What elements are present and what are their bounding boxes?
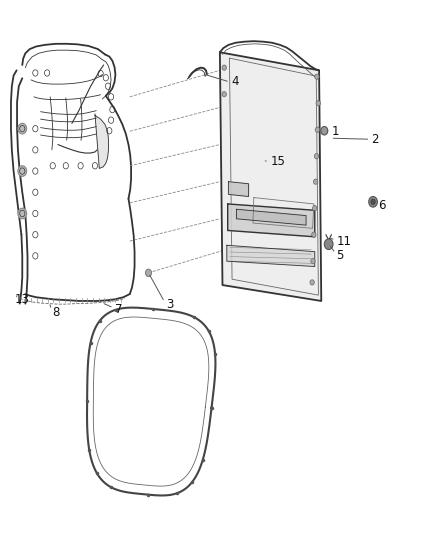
Circle shape <box>321 126 328 135</box>
Circle shape <box>313 206 317 211</box>
Circle shape <box>314 154 319 159</box>
Circle shape <box>312 232 316 237</box>
Text: 5: 5 <box>336 249 344 262</box>
Circle shape <box>18 208 27 219</box>
Text: 2: 2 <box>371 133 379 146</box>
Circle shape <box>324 239 333 249</box>
Circle shape <box>310 280 314 285</box>
Circle shape <box>316 101 321 106</box>
Circle shape <box>222 92 226 97</box>
Circle shape <box>314 179 318 184</box>
Text: 13: 13 <box>14 293 29 306</box>
Text: 8: 8 <box>53 306 60 319</box>
Circle shape <box>315 74 319 79</box>
Text: 1: 1 <box>332 125 339 138</box>
Circle shape <box>369 197 378 207</box>
Circle shape <box>18 166 27 176</box>
Text: 3: 3 <box>166 298 173 311</box>
Circle shape <box>315 127 320 132</box>
Polygon shape <box>237 209 306 225</box>
Text: 15: 15 <box>270 155 285 168</box>
Polygon shape <box>227 245 315 266</box>
Circle shape <box>222 65 226 70</box>
Polygon shape <box>228 204 315 237</box>
Text: 11: 11 <box>336 235 352 247</box>
Text: 6: 6 <box>378 199 386 212</box>
Circle shape <box>145 269 152 277</box>
Polygon shape <box>220 52 321 301</box>
Circle shape <box>18 123 27 134</box>
Polygon shape <box>229 182 249 197</box>
Text: 4: 4 <box>231 76 239 88</box>
Circle shape <box>371 199 375 205</box>
Text: 7: 7 <box>115 303 122 317</box>
Circle shape <box>311 259 315 264</box>
Polygon shape <box>95 114 109 168</box>
